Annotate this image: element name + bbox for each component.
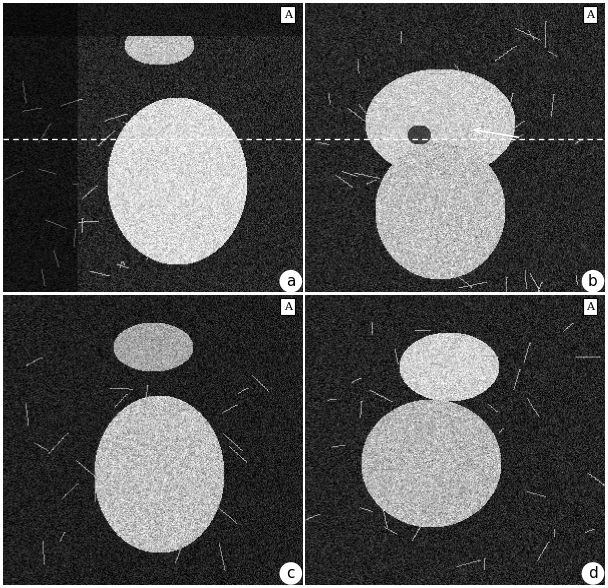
Text: b: b — [588, 274, 598, 289]
Text: a: a — [286, 274, 295, 289]
Text: A: A — [284, 9, 292, 19]
Text: A: A — [586, 9, 594, 19]
Text: A: A — [586, 302, 594, 312]
Text: d: d — [588, 566, 598, 581]
Text: c: c — [286, 566, 295, 581]
Text: A: A — [284, 302, 292, 312]
